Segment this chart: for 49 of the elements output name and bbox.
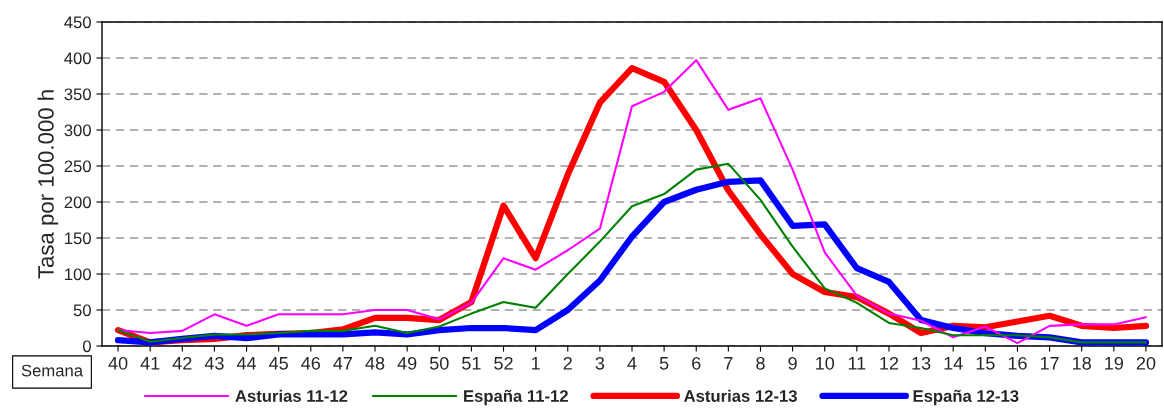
x-tick-label: 43 <box>204 356 224 370</box>
x-tick-label: 9 <box>788 356 797 370</box>
x-tick-label: 44 <box>236 357 257 370</box>
x-tick-label: 5 <box>659 357 669 370</box>
x-tick-label: 17 <box>1040 357 1059 370</box>
legend-label: España 11-12 <box>464 389 568 406</box>
legend-label: España 12-13 <box>913 389 1019 406</box>
legend-label: Asturias 11-12 <box>235 389 348 402</box>
x-tick-label: 1 <box>531 357 540 370</box>
y-tick-label: 350 <box>64 88 91 101</box>
y-tick-label: 150 <box>65 232 91 245</box>
x-tick-label: 45 <box>269 357 288 370</box>
x-tick-label: 10 <box>816 356 835 370</box>
x-tick-label: 2 <box>563 356 572 370</box>
y-tick-label: 450 <box>64 16 91 29</box>
y-tick-label: 100 <box>65 268 91 281</box>
x-tick-label: 13 <box>912 356 931 370</box>
x-tick-label: 40 <box>108 356 128 370</box>
y-tick-label: 300 <box>64 124 91 137</box>
x-tick-label: 11 <box>848 357 866 370</box>
x-tick-label: 46 <box>301 356 321 370</box>
x-tick-label: 4 <box>627 357 637 370</box>
x-tick-label: 15 <box>976 357 995 370</box>
x-tick-label: 16 <box>1008 356 1027 370</box>
x-tick-label: 51 <box>462 357 481 370</box>
x-tick-label: 50 <box>429 356 449 370</box>
x-tick-label: 42 <box>172 356 192 370</box>
x-tick-label: 47 <box>333 357 353 370</box>
y-axis-title: Tasa por 100.000 h <box>37 90 59 279</box>
y-tick-label: 200 <box>64 196 91 209</box>
x-tick-label: 52 <box>494 356 513 370</box>
x-tick-label: 20 <box>1136 356 1156 370</box>
x-tick-label: 8 <box>756 356 765 370</box>
x-tick-label: 41 <box>140 357 160 370</box>
x-tick-label: 18 <box>1073 356 1091 370</box>
y-tick-label: 250 <box>64 160 91 173</box>
x-tick-label: 48 <box>365 356 385 370</box>
y-tick-label: 50 <box>73 304 91 317</box>
x-axis-title: Semana <box>21 364 84 377</box>
y-tick-label: 400 <box>64 52 91 65</box>
x-tick-label: 12 <box>880 356 899 370</box>
legend-label: Asturias 12-13 <box>684 389 797 402</box>
x-tick-label: 49 <box>397 356 417 370</box>
x-tick-label: 7 <box>724 357 733 370</box>
y-tick-label: 0 <box>82 340 91 353</box>
x-tick-label: 3 <box>595 356 605 370</box>
x-tick-label: 19 <box>1105 356 1124 370</box>
x-tick-label: 14 <box>944 357 963 370</box>
x-tick-label: 6 <box>692 356 701 370</box>
